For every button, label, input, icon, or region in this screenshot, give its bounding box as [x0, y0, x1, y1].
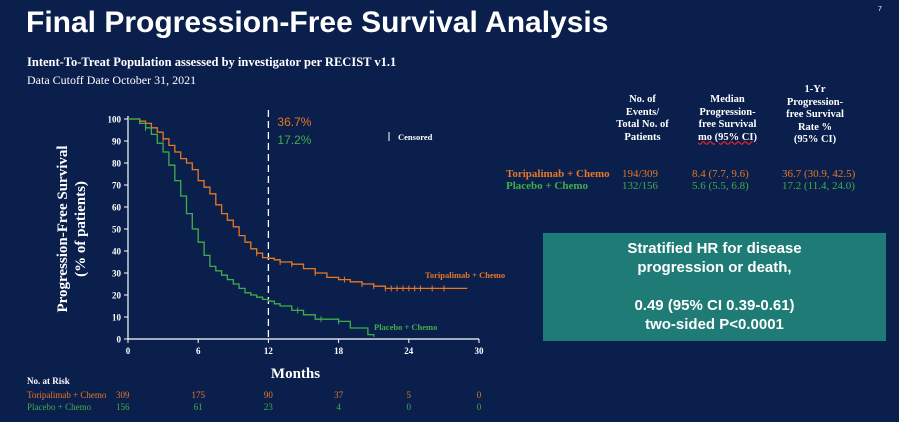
chart-curves: [128, 110, 468, 339]
annotation-green: 17.2%: [277, 133, 311, 147]
risk-count: 37: [334, 390, 344, 400]
series-label-toripalimab: Toripalimab + Chemo: [425, 270, 505, 280]
y-tick-label: 20: [112, 291, 122, 301]
y-axis-label: Progression-Free Survival: [55, 145, 71, 312]
page-number: 7: [878, 6, 882, 13]
hr-value: 0.49 (95% CI 0.39-0.61): [634, 297, 795, 314]
x-tick-label: 6: [196, 346, 201, 356]
x-axis-label: Months: [271, 366, 320, 382]
y-tick-label: 100: [108, 115, 122, 125]
annotation-orange: 36.7%: [277, 115, 311, 129]
y-tick-label: 80: [112, 159, 122, 169]
risk-count: 61: [193, 402, 203, 412]
risk-count: 175: [191, 390, 205, 400]
x-tick-label: 18: [334, 346, 344, 356]
risk-count: 4: [336, 402, 341, 412]
x-tick-label: 12: [264, 346, 274, 356]
table-header-events: No. of Events/ Total No. of Patients: [616, 94, 669, 143]
population-subtitle: Intent-To-Treat Population assessed by i…: [27, 55, 397, 69]
chart-labels: Progression-Free Survival (% of patients)…: [55, 115, 505, 382]
y-tick-label: 70: [112, 181, 122, 191]
x-tick-label: 0: [126, 346, 131, 356]
table-row-events: 194/309: [622, 168, 659, 180]
table-header-rate: 1-Yr Progression- free Survival Rate % (…: [786, 84, 844, 145]
table-row-median: 5.6 (5.5, 6.8): [692, 180, 749, 192]
chart-axes: 0 10 20 30 40 50 60 70 80 90 100 0 6 12 18 24 30: [108, 115, 485, 357]
hr-pvalue: two-sided P<0.0001: [645, 316, 784, 333]
y-tick-label: 50: [112, 225, 122, 235]
risk-title: No. at Risk: [27, 376, 70, 386]
data-cutoff: Data Cutoff Date October 31, 2021: [27, 73, 197, 87]
table-row-median: 8.4 (7.7, 9.6): [692, 168, 749, 180]
table-row-rate: 17.2 (11.4, 24.0): [782, 180, 855, 192]
risk-count: 23: [263, 402, 273, 412]
hr-line: progression or death,: [637, 259, 792, 276]
risk-count: 90: [263, 390, 273, 400]
y-axis-label: (% of patients): [73, 181, 89, 277]
y-tick-label: 0: [117, 335, 122, 345]
hazard-ratio-box: Stratified HR for disease progression or…: [543, 233, 886, 341]
km-curve-toripalimab: [128, 118, 468, 290]
risk-count: 0: [476, 402, 482, 412]
y-tick-label: 90: [112, 137, 122, 147]
risk-count: 0: [476, 390, 482, 400]
table-row-rate: 36.7 (30.9, 42.5): [782, 168, 856, 180]
risk-row-arm: Placebo + Chemo: [27, 402, 92, 412]
hr-line: Stratified HR for disease: [627, 240, 802, 257]
table-row-events: 132/156: [622, 180, 659, 192]
table-row-arm: Placebo + Chemo: [506, 180, 589, 192]
risk-row-arm: Toripalimab + Chemo: [27, 390, 107, 400]
risk-count: 0: [406, 402, 412, 412]
risk-count: 5: [406, 390, 412, 400]
risk-row-n: 309: [116, 390, 130, 400]
series-label-placebo: Placebo + Chemo: [374, 322, 437, 332]
risk-row-n: 156: [116, 402, 130, 412]
y-tick-label: 10: [112, 313, 122, 323]
x-tick-label: 24: [404, 346, 414, 356]
table-header-median: Median Progression- free Survival mo (95…: [698, 94, 757, 143]
page-title: Final Progression-Free Survival Analysis: [26, 6, 609, 39]
table-row-arm: Toripalimab + Chemo: [506, 168, 610, 180]
y-tick-label: 30: [112, 269, 122, 279]
y-tick-label: 40: [112, 247, 122, 257]
y-tick-label: 60: [112, 203, 122, 213]
censored-legend-label: Censored: [398, 132, 433, 142]
x-tick-label: 30: [475, 346, 485, 356]
km-curve-placebo: [128, 118, 375, 337]
